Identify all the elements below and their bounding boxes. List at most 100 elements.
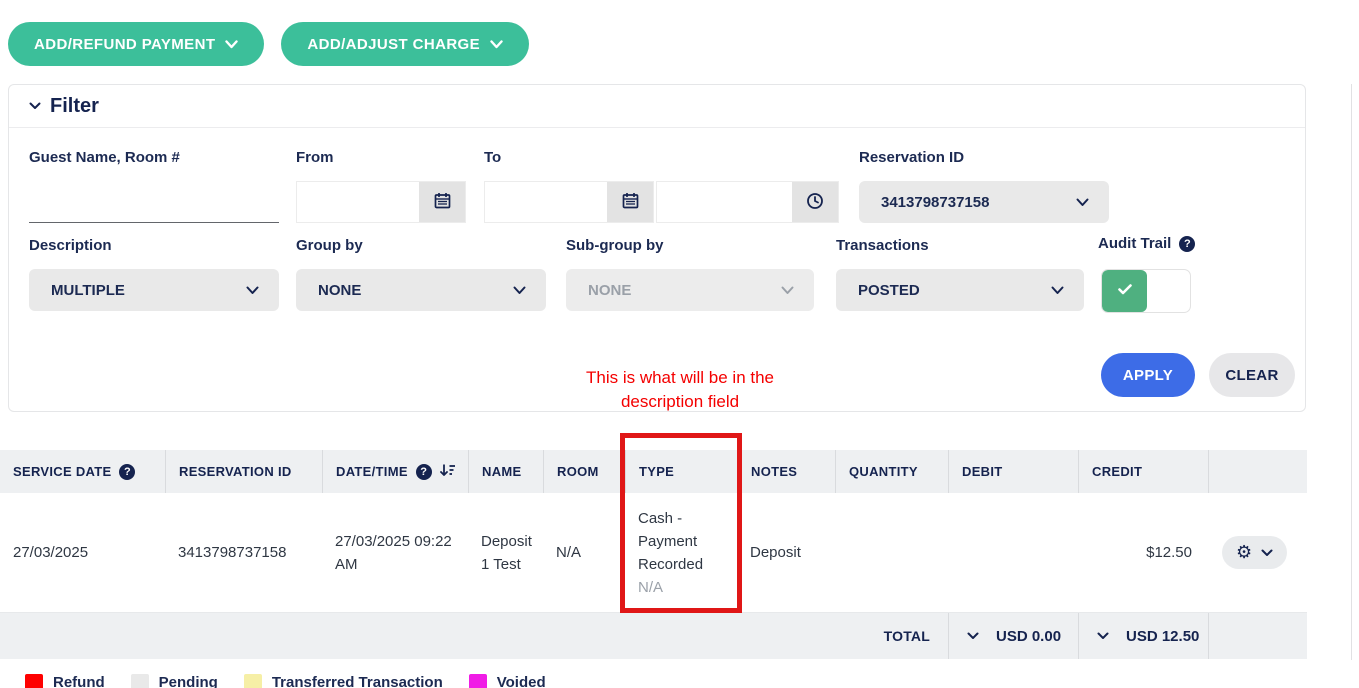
row-actions-button[interactable]: ⚙: [1222, 536, 1288, 569]
help-icon[interactable]: ?: [415, 463, 432, 480]
header-label: DATE/TIME: [336, 464, 408, 479]
cell-date-time: 27/03/2025 09:22 AM: [335, 532, 452, 573]
time-input[interactable]: [657, 182, 792, 222]
transactions-table: SERVICE DATE ? RESERVATION ID DATE/TIME …: [0, 450, 1307, 659]
to-calendar-button[interactable]: [607, 182, 653, 222]
filter-collapse-chevron-icon[interactable]: [29, 102, 41, 110]
transactions-value: POSTED: [858, 281, 920, 299]
legend: Refund Pending Transferred Transaction V…: [25, 674, 546, 688]
calendar-icon: [434, 192, 451, 212]
header-notes: NOTES: [737, 450, 835, 493]
to-label: To: [484, 149, 502, 166]
group-by-select[interactable]: NONE: [296, 269, 546, 311]
sub-group-by-value: NONE: [588, 281, 632, 299]
table-row: 27/03/2025 3413798737158 27/03/2025 09:2…: [0, 493, 1307, 613]
gear-icon: ⚙: [1236, 541, 1253, 563]
transactions-select[interactable]: POSTED: [836, 269, 1084, 311]
header-debit: DEBIT: [948, 450, 1078, 493]
cell-credit: $12.50: [1146, 544, 1192, 561]
header-label: SERVICE DATE: [13, 464, 112, 479]
to-date-group: [484, 181, 654, 223]
header-label: TYPE: [639, 464, 675, 479]
header-label: CREDIT: [1092, 464, 1143, 479]
legend-item-transferred: Transferred Transaction: [243, 674, 443, 688]
cell-actions: ⚙: [1208, 493, 1307, 612]
legend-item-refund: Refund: [25, 674, 105, 688]
add-refund-payment-button[interactable]: ADD/REFUND PAYMENT: [8, 22, 265, 66]
description-label: Description: [29, 237, 112, 254]
chevron-down-icon: [1261, 549, 1273, 557]
legend-item-pending: Pending: [130, 674, 218, 688]
header-date-time: DATE/TIME ?: [322, 450, 468, 493]
chevron-down-icon[interactable]: [967, 632, 979, 640]
cell-type: Cash - Payment Recorded N/A: [625, 493, 737, 612]
header-label: NOTES: [751, 464, 798, 479]
action-buttons-bar: ADD/REFUND PAYMENT ADD/ADJUST CHARGE: [8, 22, 530, 66]
legend-label: Pending: [158, 674, 218, 688]
filter-panel: Filter Guest Name, Room # From To Reserv…: [8, 84, 1306, 412]
from-calendar-button[interactable]: [419, 182, 465, 222]
from-label: From: [296, 149, 334, 166]
sub-group-by-select: NONE: [566, 269, 814, 311]
time-button[interactable]: [792, 182, 838, 222]
group-by-value: NONE: [318, 281, 362, 299]
guest-name-input[interactable]: [29, 183, 279, 223]
chevron-down-icon: [1051, 286, 1064, 295]
description-value: MULTIPLE: [51, 281, 125, 299]
chevron-down-icon: [1076, 198, 1089, 207]
add-adjust-charge-label: ADD/ADJUST CHARGE: [307, 35, 481, 53]
calendar-icon: [622, 192, 639, 212]
to-date-input[interactable]: [485, 182, 607, 222]
time-group: [656, 181, 839, 223]
header-label: NAME: [482, 464, 522, 479]
pending-swatch: [130, 674, 149, 688]
reservation-id-select[interactable]: 3413798737158: [859, 181, 1109, 223]
cell-room: N/A: [556, 544, 582, 561]
guest-name-label: Guest Name, Room #: [29, 149, 180, 166]
vertical-divider: [1351, 84, 1352, 660]
transactions-label: Transactions: [836, 237, 929, 254]
audit-trail-toggle[interactable]: [1101, 269, 1191, 313]
transferred-swatch: [243, 674, 262, 688]
add-refund-payment-label: ADD/REFUND PAYMENT: [34, 35, 216, 53]
audit-trail-label: Audit Trail: [1098, 235, 1172, 252]
header-actions: [1208, 450, 1307, 493]
total-credit-cell: USD 12.50: [1078, 613, 1208, 659]
sort-descending-icon[interactable]: [439, 463, 456, 480]
group-by-label: Group by: [296, 237, 363, 254]
header-label: QUANTITY: [849, 464, 918, 479]
refund-swatch: [25, 674, 43, 688]
check-icon: [1117, 282, 1132, 300]
filter-header: Filter: [9, 85, 1305, 128]
add-adjust-charge-button[interactable]: ADD/ADJUST CHARGE: [281, 22, 530, 66]
header-type: TYPE: [625, 450, 737, 493]
annotation-line-2: description field: [620, 392, 740, 411]
chevron-down-icon: [246, 286, 259, 295]
audit-trail-help-icon[interactable]: ?: [1179, 235, 1196, 252]
toggle-on-half: [1102, 270, 1147, 312]
header-name: NAME: [468, 450, 543, 493]
header-label: ROOM: [557, 464, 599, 479]
header-label: DEBIT: [962, 464, 1003, 479]
apply-button[interactable]: APPLY: [1101, 353, 1195, 397]
annotation-text: This is what will be in the description …: [520, 366, 840, 414]
filter-title: Filter: [50, 94, 99, 117]
chevron-down-icon[interactable]: [1097, 632, 1109, 640]
table-header-row: SERVICE DATE ? RESERVATION ID DATE/TIME …: [0, 450, 1307, 493]
chevron-down-icon: [225, 39, 239, 49]
legend-label: Voided: [496, 674, 546, 688]
from-date-input[interactable]: [297, 182, 419, 222]
help-icon[interactable]: ?: [119, 463, 136, 480]
sub-group-by-label: Sub-group by: [566, 237, 664, 254]
reservation-id-value: 3413798737158: [881, 193, 990, 211]
cell-reservation-id: 3413798737158: [178, 544, 287, 561]
header-room: ROOM: [543, 450, 625, 493]
clock-icon: [806, 192, 824, 213]
cell-name: Deposit 1 Test: [481, 532, 532, 573]
clear-button[interactable]: CLEAR: [1209, 353, 1295, 397]
description-select[interactable]: MULTIPLE: [29, 269, 279, 311]
legend-label: Transferred Transaction: [271, 674, 443, 688]
chevron-down-icon: [781, 286, 794, 295]
total-actions-cell: [1208, 613, 1307, 659]
